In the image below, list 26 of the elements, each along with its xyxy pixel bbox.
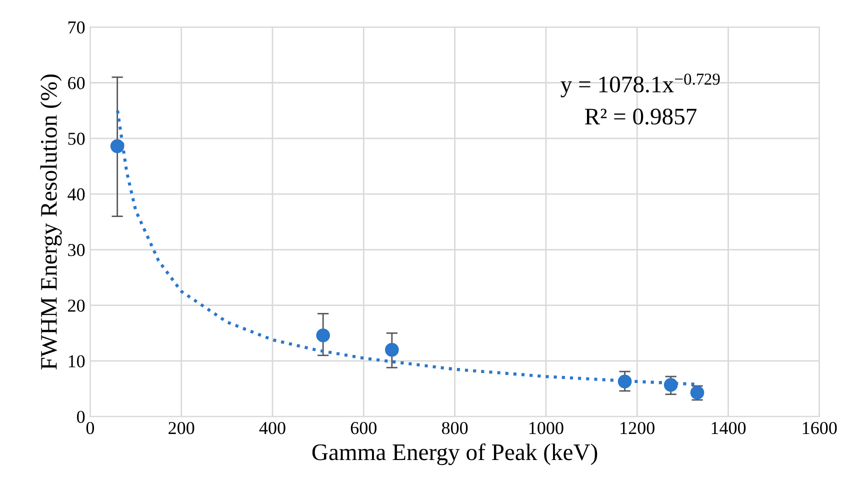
y-tick-label: 50 [68, 132, 85, 145]
point [664, 378, 678, 392]
x-tick-label: 400 [259, 422, 286, 434]
annotation: R² = 0.9857 [584, 108, 697, 125]
x-tick-label: 200 [168, 422, 194, 434]
y-axis-title: FWHM Energy Resolution (%) [40, 74, 62, 370]
x-tick-label: 0 [86, 422, 94, 434]
annotation: y = 1078.1x$^{−0.729}$ [560, 74, 720, 98]
y-tick-label: 70 [68, 21, 85, 34]
y-tick-label: 60 [68, 77, 85, 90]
y-tick-label: 30 [68, 244, 85, 256]
y-tick-label: 40 [68, 188, 85, 200]
x-tick-label: 800 [442, 422, 468, 434]
point [110, 139, 124, 154]
point [618, 374, 632, 388]
point [385, 342, 399, 357]
x-tick-label: 600 [350, 422, 376, 434]
x-axis-title: Gamma Energy of Peak (keV) [312, 443, 598, 466]
x-tick-label: 1400 [712, 422, 746, 434]
x-tick-label: 1600 [802, 422, 837, 434]
y-tick-label: 20 [68, 300, 85, 312]
x-tick-label: 1000 [529, 422, 564, 434]
y-tick-label: 0 [77, 410, 85, 424]
x-tick-label: 1200 [620, 422, 654, 434]
y-tick-label: 10 [68, 355, 85, 368]
point [316, 328, 330, 342]
